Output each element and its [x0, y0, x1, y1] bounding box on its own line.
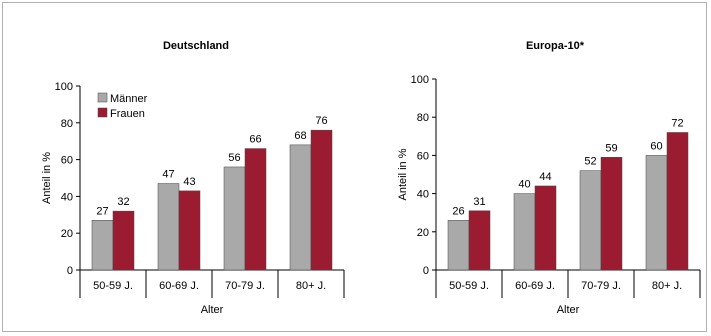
bar-frauen [178, 190, 201, 271]
bar-maenner [513, 193, 536, 271]
y-tick-label: 0 [67, 265, 73, 277]
legend-label: Männer [110, 93, 148, 105]
bar-maenner [157, 183, 180, 271]
y-tick-label: 100 [55, 81, 73, 93]
y-axis-label: Anteil in % [397, 148, 409, 200]
bar-maenner [91, 220, 114, 271]
x-category-label: 80+ J. [652, 280, 682, 292]
x-category-label: 50-59 J. [449, 280, 489, 292]
chart-panel-2: Europa-10* 0 20 40 60 80 100 Anteil in % 50-59 J… [397, 40, 701, 316]
data-label: 66 [249, 134, 261, 146]
bar-frauen [468, 210, 491, 271]
bar-frauen [600, 157, 623, 271]
data-label: 52 [584, 156, 596, 168]
data-label: 43 [183, 176, 195, 188]
bar-frauen [244, 148, 267, 271]
bar-maenner [447, 220, 470, 271]
chart-panel-1: Deutschland 0 20 40 60 80 100 Anteil in % 50-59 … [41, 40, 345, 316]
bar-maenner [579, 170, 602, 271]
y-axis-label: Anteil in % [41, 152, 53, 204]
data-label: 72 [671, 117, 683, 129]
data-label: 40 [518, 179, 530, 191]
x-category-label: 60-69 J. [159, 280, 199, 292]
data-label: 47 [162, 169, 174, 181]
bar-frauen [112, 210, 135, 271]
y-tick-label: 20 [417, 227, 429, 239]
data-label: 27 [96, 205, 108, 217]
x-axis-label: Alter [201, 304, 224, 316]
chart-title: Deutschland [163, 40, 229, 52]
chart-title: Europa-10* [526, 40, 585, 52]
data-label: 31 [473, 196, 485, 208]
x-axis-label: Alter [557, 304, 580, 316]
data-label: 44 [539, 171, 551, 183]
data-label: 59 [605, 142, 617, 154]
y-tick-label: 40 [61, 191, 73, 203]
y-tick-label: 40 [417, 189, 429, 201]
data-label: 60 [650, 140, 662, 152]
charts-svg: Deutschland 0 20 40 60 80 100 Anteil in % 50-59 … [41, 40, 701, 316]
x-category-label: 70-79 J. [581, 280, 621, 292]
bar-frauen [666, 132, 689, 271]
data-label: 56 [228, 152, 240, 164]
bar-maenner [223, 166, 246, 271]
x-category-label: 60-69 J. [515, 280, 555, 292]
data-label: 76 [315, 115, 327, 127]
legend-swatch [97, 107, 108, 118]
y-tick-label: 0 [423, 265, 429, 277]
data-label: 26 [452, 205, 464, 217]
y-tick-label: 20 [61, 228, 73, 240]
chart-frame: Deutschland 0 20 40 60 80 100 Anteil in % 50-59 … [2, 2, 707, 332]
legend: Männer Frauen [97, 92, 148, 120]
y-tick-label: 100 [411, 74, 429, 86]
x-category-label: 80+ J. [296, 280, 326, 292]
x-category-label: 50-59 J. [93, 280, 133, 292]
legend-swatch [97, 92, 108, 103]
bar-frauen [310, 129, 333, 271]
y-tick-label: 60 [417, 150, 429, 162]
bar-frauen [534, 185, 557, 271]
y-tick-label: 60 [61, 155, 73, 167]
data-label: 68 [294, 130, 306, 142]
y-tick-label: 80 [417, 112, 429, 124]
x-category-label: 70-79 J. [225, 280, 265, 292]
data-label: 32 [117, 196, 129, 208]
y-tick-label: 80 [61, 118, 73, 130]
bar-maenner [289, 144, 312, 271]
legend-label: Frauen [110, 108, 145, 120]
bar-maenner [645, 155, 668, 271]
